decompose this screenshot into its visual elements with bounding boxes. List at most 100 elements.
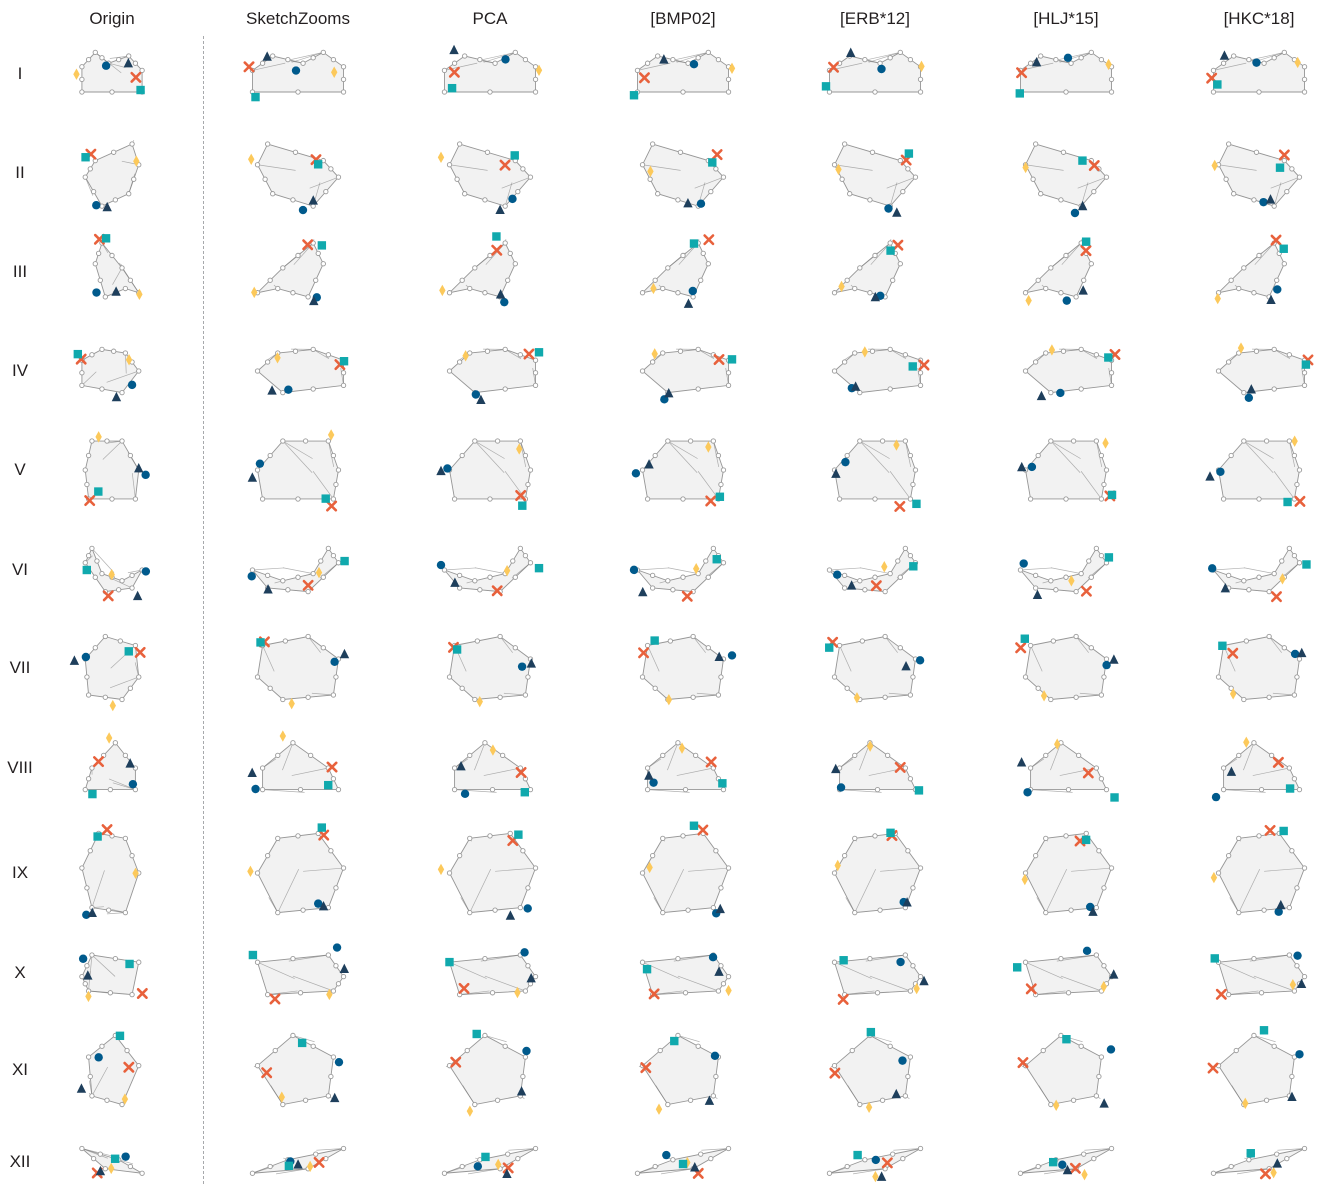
keypoint-marker [112, 955, 118, 962]
square-correspondence-marker [518, 501, 527, 510]
sketch-stroke [474, 440, 505, 459]
keypoint-marker [335, 174, 342, 180]
circle-correspondence-marker [332, 943, 342, 952]
keypoint-marker [917, 76, 924, 83]
cross-correspondence-marker [1080, 245, 1092, 257]
sketch-shading [642, 1035, 719, 1105]
keypoint-marker [109, 496, 115, 502]
keypoint-marker [1088, 645, 1094, 651]
sketch-stroke [282, 440, 313, 459]
diamond-correspondence-marker [1291, 435, 1298, 447]
keypoint-marker [275, 909, 281, 916]
keypoint-marker [1215, 870, 1222, 876]
keypoint-marker [902, 352, 909, 358]
keypoint-marker [1096, 1073, 1102, 1080]
keypoint-marker [305, 588, 311, 595]
cross-correspondence-marker [523, 348, 535, 360]
diamond-correspondence-marker [918, 60, 925, 73]
sketch-shading [257, 833, 344, 913]
keypoint-marker [720, 981, 727, 987]
triangle-correspondence-marker [1078, 285, 1088, 295]
sketch-cell-row-9-pca [437, 830, 539, 920]
keypoint-marker [882, 694, 888, 700]
keypoint-marker [335, 467, 342, 473]
keypoint-marker [116, 587, 122, 593]
keypoint-marker [1236, 752, 1242, 759]
sketch-cell-row-6-erb12 [826, 545, 919, 595]
keypoint-marker [857, 1101, 863, 1108]
keypoint-marker [492, 907, 498, 913]
keypoint-marker [1210, 89, 1217, 95]
keypoint-marker [887, 570, 893, 577]
keypoint-marker [1022, 959, 1029, 965]
keypoint-marker [462, 53, 468, 59]
keypoint-marker [1098, 552, 1105, 559]
keypoint-marker [1256, 496, 1262, 502]
cross-correspondence-marker [1270, 234, 1282, 246]
keypoint-marker [517, 545, 524, 552]
keypoint-marker [1098, 496, 1105, 502]
triangle-correspondence-marker [644, 459, 654, 469]
sketch-shading [444, 548, 531, 592]
keypoint-marker [1241, 696, 1247, 703]
cross-correspondence-marker [697, 824, 709, 836]
keypoint-marker [890, 1151, 896, 1157]
keypoint-marker [275, 752, 281, 759]
keypoint-marker [1284, 1155, 1290, 1162]
keypoint-marker [310, 386, 316, 392]
sketch-cell-row-12-origin [79, 1145, 145, 1179]
keypoint-marker [129, 853, 135, 859]
keypoint-marker [897, 157, 903, 164]
keypoint-marker [910, 481, 916, 488]
keypoint-marker [85, 56, 92, 63]
keypoint-marker [520, 166, 526, 172]
cross-correspondence-marker [1015, 642, 1027, 654]
diamond-correspondence-marker [516, 443, 523, 455]
keypoint-marker [649, 585, 656, 591]
keypoint-marker [652, 685, 658, 691]
cross-correspondence-marker [837, 993, 849, 1005]
keypoint-marker [532, 76, 539, 83]
keypoint-marker [1065, 990, 1072, 996]
keypoint-marker [831, 870, 838, 876]
cross-correspondence-marker [515, 767, 527, 779]
sketch-stroke [1213, 567, 1245, 571]
keypoint-marker [532, 64, 539, 70]
keypoint-marker [1078, 1043, 1084, 1049]
triangle-correspondence-marker [664, 387, 674, 398]
keypoint-marker [1050, 638, 1056, 644]
keypoint-marker [340, 382, 347, 389]
keypoint-marker [310, 570, 316, 577]
keypoint-marker [280, 438, 286, 444]
keypoint-marker [451, 765, 458, 771]
keypoint-marker [456, 141, 463, 147]
keypoint-marker [900, 1155, 906, 1162]
triangle-correspondence-marker [1276, 899, 1286, 910]
sketch-stroke [637, 567, 669, 571]
cross-correspondence-marker [1069, 1162, 1081, 1174]
keypoint-marker [1093, 545, 1100, 552]
keypoint-marker [1032, 572, 1039, 579]
keypoint-marker [1103, 467, 1110, 473]
keypoint-marker [917, 382, 924, 389]
sketch-stroke [667, 440, 698, 474]
keypoint-marker [639, 959, 646, 965]
sketch-shading [81, 349, 139, 393]
sketch-cell-row-4-erb12 [831, 346, 930, 396]
keypoint-marker [82, 174, 88, 180]
keypoint-marker [705, 261, 711, 267]
sketch-stroke [91, 954, 116, 977]
keypoint-marker [652, 452, 658, 459]
keypoint-marker [292, 348, 299, 354]
keypoint-marker [280, 578, 286, 584]
circle-correspondence-marker [1293, 951, 1302, 960]
keypoint-marker [1027, 496, 1034, 502]
keypoint-marker [139, 1170, 145, 1176]
keypoint-marker [725, 370, 732, 376]
sketch-stroke [277, 868, 300, 913]
keypoint-marker [254, 959, 261, 965]
sketch-stroke [1108, 367, 1112, 386]
keypoint-marker [467, 752, 473, 759]
sketch-stroke [328, 440, 335, 467]
triangle-correspondence-marker [526, 658, 537, 668]
